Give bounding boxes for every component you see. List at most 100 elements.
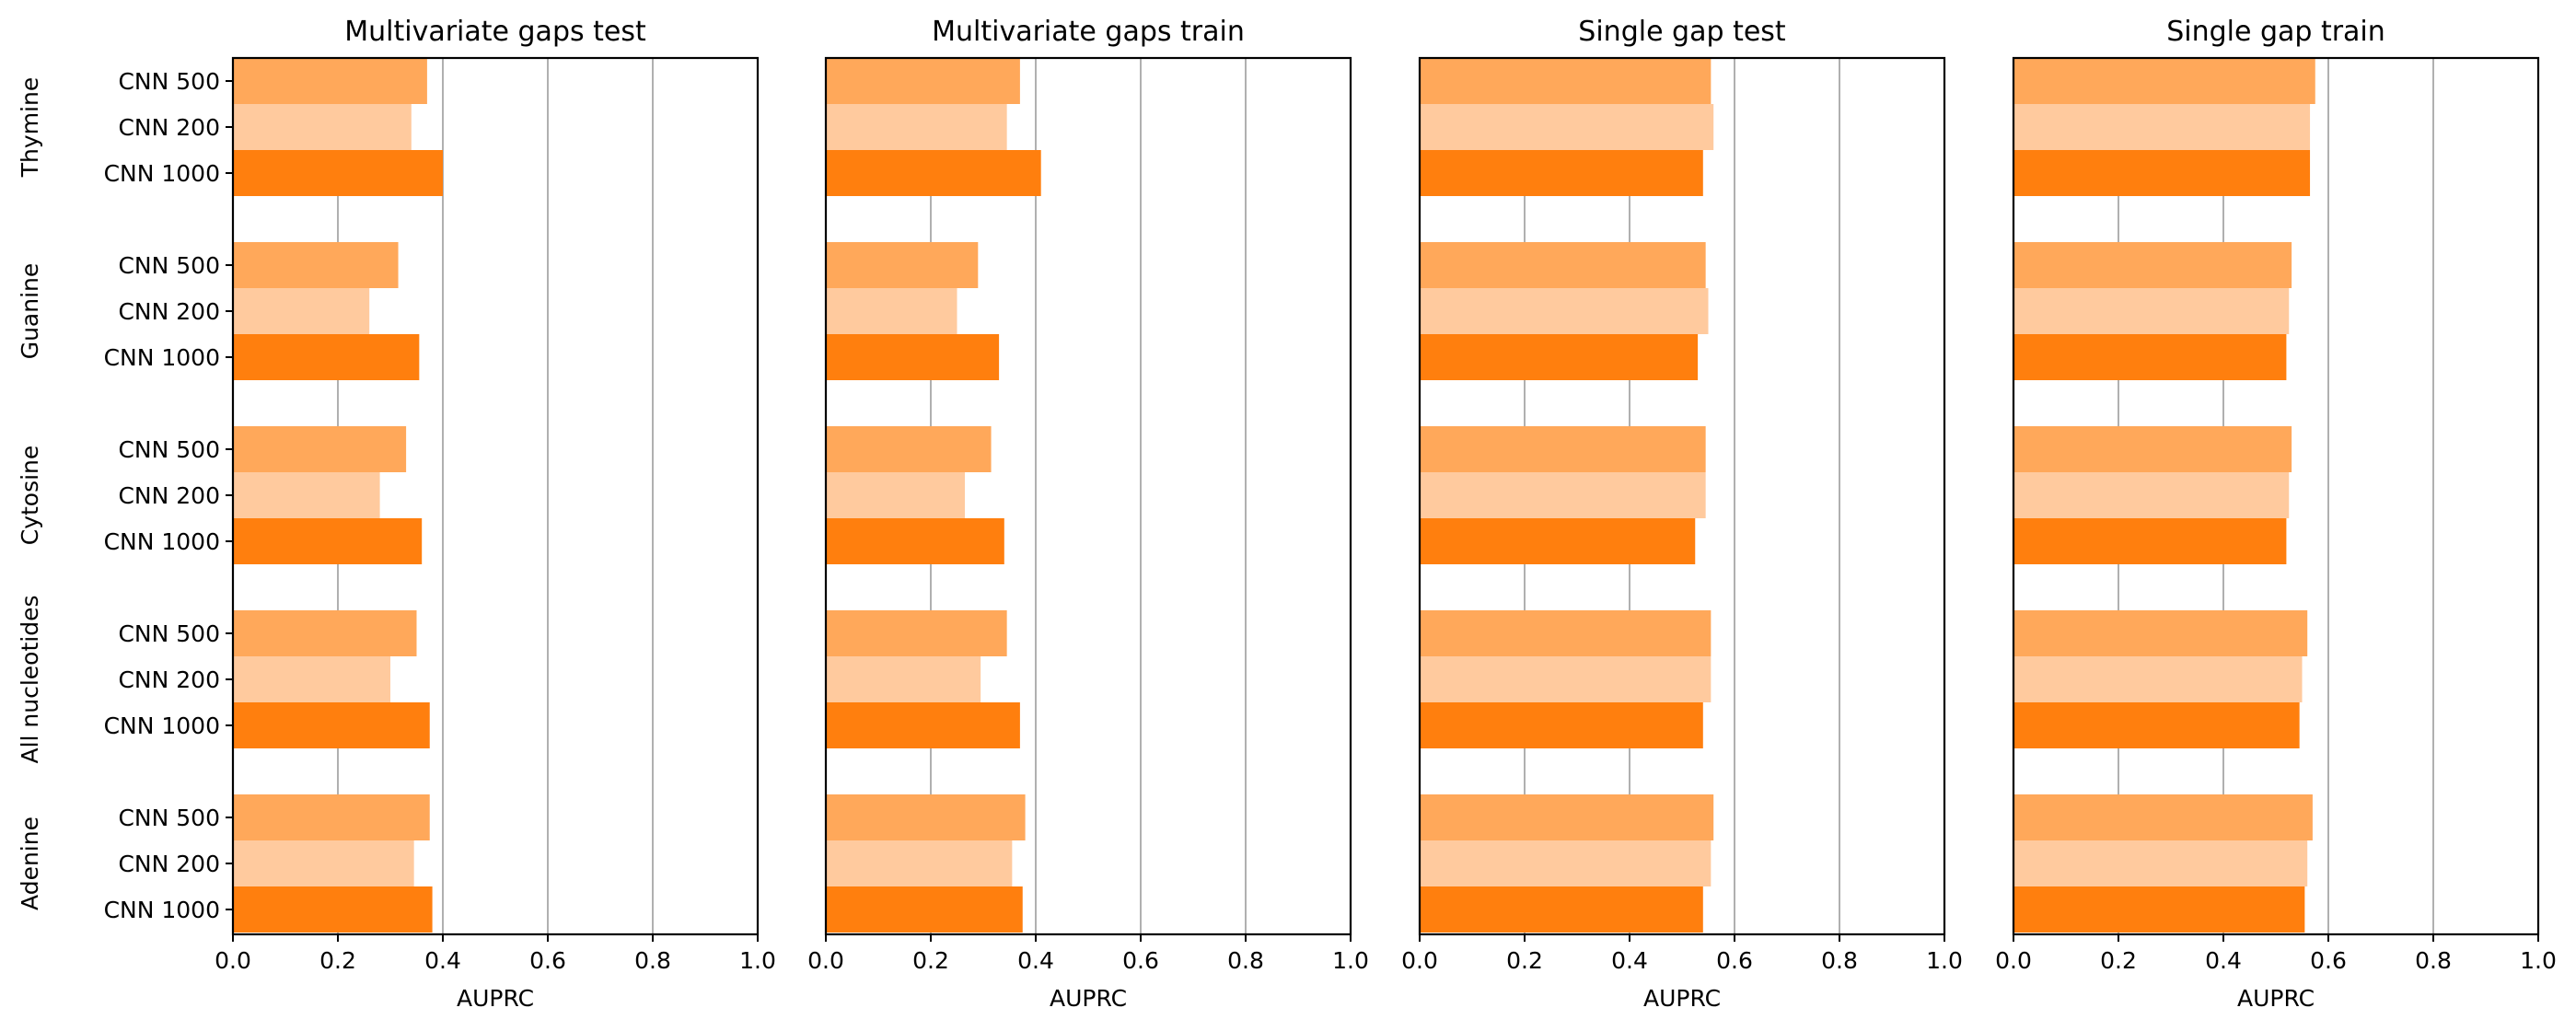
- y-tick-label: CNN 500: [118, 620, 220, 647]
- x-axis-label: AUPRC: [457, 985, 534, 1012]
- bar-adenine-cnn-500: [2013, 794, 2313, 840]
- panel-2: 0.0 0.2 0.4 0.6 0.8 1.0 AUPRC Multivariate gaps…: [807, 16, 1369, 1012]
- bar-guanine-cnn-1000: [1420, 334, 1699, 380]
- x-tick-label: 0.6: [2310, 947, 2347, 974]
- x-tick-label: 0.4: [1017, 947, 1054, 974]
- bar-adenine-cnn-500: [1420, 794, 1714, 840]
- bar-all-nucleotides-cnn-1000: [1420, 702, 1703, 748]
- bar-adenine-cnn-500: [233, 794, 430, 840]
- bar-all-nucleotides-cnn-1000: [2013, 702, 2300, 748]
- bar-cytosine-cnn-200: [2013, 472, 2290, 518]
- panel-title: Multivariate gaps test: [344, 16, 646, 48]
- y-tick-label: CNN 1000: [104, 897, 220, 923]
- group-label: Thymine: [17, 77, 43, 178]
- x-tick-label: 0.2: [1506, 947, 1543, 974]
- plot-frame: [824, 56, 1352, 936]
- bar-guanine-cnn-1000: [2013, 334, 2287, 380]
- bar-guanine-cnn-200: [826, 288, 957, 334]
- group-label: Cytosine: [17, 446, 43, 546]
- bar-guanine-cnn-1000: [233, 334, 420, 380]
- y-tick-label: CNN 200: [118, 666, 220, 693]
- y-tick-label: CNN 200: [118, 114, 220, 141]
- bar-adenine-cnn-1000: [826, 886, 1023, 933]
- x-tick-label: 0.6: [529, 947, 566, 974]
- panel-title: Single gap train: [2166, 16, 2385, 48]
- bar-all-nucleotides-cnn-1000: [233, 702, 430, 748]
- y-tick-label: CNN 500: [118, 252, 220, 279]
- y-tick-label: CNN 1000: [104, 712, 220, 739]
- bar-adenine-cnn-200: [233, 840, 414, 886]
- bar-guanine-cnn-500: [2013, 242, 2292, 288]
- bar-thymine-cnn-500: [826, 58, 1020, 104]
- bar-all-nucleotides-cnn-200: [826, 656, 981, 702]
- bar-all-nucleotides-cnn-200: [2013, 656, 2303, 702]
- bar-thymine-cnn-500: [233, 58, 427, 104]
- bar-guanine-cnn-500: [826, 242, 979, 288]
- bar-cytosine-cnn-1000: [2013, 518, 2287, 564]
- x-tick-label: 0.0: [807, 947, 844, 974]
- x-tick-label: 1.0: [1926, 947, 1963, 974]
- x-tick-label: 0.4: [1611, 947, 1648, 974]
- plot-frame: [2012, 56, 2540, 936]
- bar-adenine-cnn-200: [826, 840, 1013, 886]
- x-tick-label: 0.6: [1122, 947, 1159, 974]
- x-tick-label: 1.0: [2520, 947, 2557, 974]
- bar-all-nucleotides-cnn-500: [826, 610, 1007, 656]
- bar-adenine-cnn-200: [1420, 840, 1712, 886]
- panel-title: Single gap test: [1578, 16, 1786, 48]
- x-tick-label: 0.8: [634, 947, 671, 974]
- x-axis-label: AUPRC: [1050, 985, 1127, 1012]
- y-tick-label: CNN 500: [118, 436, 220, 463]
- x-tick-label: 1.0: [1332, 947, 1369, 974]
- bar-thymine-cnn-1000: [233, 150, 443, 196]
- bar-cytosine-cnn-500: [826, 426, 992, 472]
- x-tick-label: 0.8: [1821, 947, 1858, 974]
- group-label: All nucleotides: [17, 595, 43, 763]
- bar-cytosine-cnn-1000: [233, 518, 423, 564]
- bar-guanine-cnn-1000: [826, 334, 1000, 380]
- bar-thymine-cnn-200: [826, 104, 1007, 150]
- plot-frame: [1418, 56, 1946, 936]
- bar-cytosine-cnn-500: [2013, 426, 2292, 472]
- x-tick-label: 1.0: [739, 947, 776, 974]
- bar-cytosine-cnn-200: [826, 472, 966, 518]
- bar-guanine-cnn-200: [2013, 288, 2290, 334]
- bar-guanine-cnn-500: [1420, 242, 1706, 288]
- bar-guanine-cnn-200: [233, 288, 370, 334]
- y-tick-label: CNN 1000: [104, 528, 220, 555]
- panel-3: 0.0 0.2 0.4 0.6 0.8 1.0 AUPRC Single gap test: [1401, 16, 1963, 1012]
- bar-thymine-cnn-1000: [2013, 150, 2311, 196]
- bar-thymine-cnn-200: [233, 104, 412, 150]
- bar-all-nucleotides-cnn-200: [1420, 656, 1712, 702]
- y-tick-label: CNN 200: [118, 851, 220, 877]
- y-tick-label: CNN 1000: [104, 160, 220, 187]
- x-tick-label: 0.8: [1227, 947, 1264, 974]
- bar-cytosine-cnn-1000: [826, 518, 1004, 564]
- x-tick-label: 0.6: [1716, 947, 1753, 974]
- y-tick-label: CNN 200: [118, 482, 220, 509]
- bar-adenine-cnn-1000: [233, 886, 433, 933]
- bar-adenine-cnn-1000: [1420, 886, 1703, 933]
- bar-adenine-cnn-500: [826, 794, 1026, 840]
- bar-thymine-cnn-1000: [826, 150, 1041, 196]
- bar-all-nucleotides-cnn-500: [2013, 610, 2308, 656]
- bar-all-nucleotides-cnn-500: [233, 610, 417, 656]
- bar-cytosine-cnn-500: [1420, 426, 1706, 472]
- panel-4: 0.0 0.2 0.4 0.6 0.8 1.0 AUPRC Single gap train: [1995, 16, 2557, 1012]
- y-tick-label: CNN 200: [118, 298, 220, 325]
- bar-adenine-cnn-200: [2013, 840, 2308, 886]
- bar-adenine-cnn-1000: [2013, 886, 2305, 933]
- x-axis-label: AUPRC: [2237, 985, 2315, 1012]
- x-axis-label: AUPRC: [1643, 985, 1721, 1012]
- bar-all-nucleotides-cnn-200: [233, 656, 390, 702]
- x-tick-label: 0.2: [2100, 947, 2137, 974]
- x-tick-label: 0.2: [912, 947, 949, 974]
- x-tick-label: 0.0: [215, 947, 251, 974]
- panel-1: 0.0 0.2 0.4 0.6 0.8 1.0 AUPRC Multivariate gaps…: [17, 16, 776, 1012]
- bar-cytosine-cnn-1000: [1420, 518, 1696, 564]
- bar-cytosine-cnn-200: [233, 472, 380, 518]
- group-label: Guanine: [17, 263, 43, 360]
- bar-cytosine-cnn-500: [233, 426, 407, 472]
- bar-thymine-cnn-1000: [1420, 150, 1703, 196]
